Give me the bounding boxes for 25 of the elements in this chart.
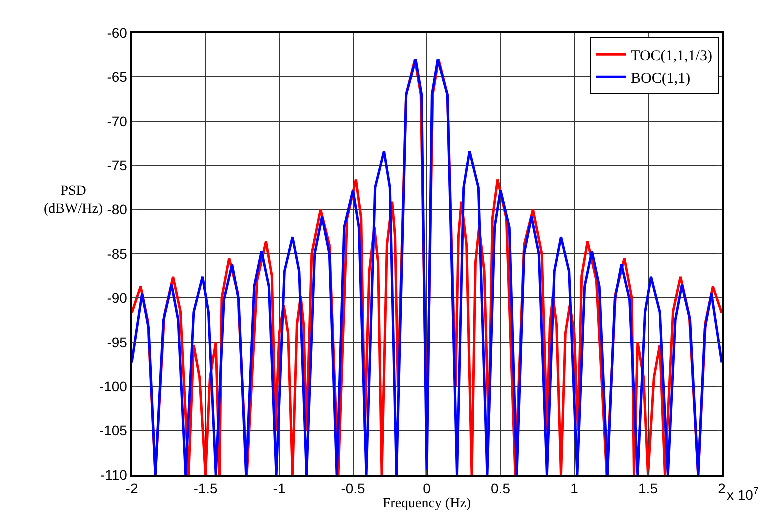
y-tick-label: -105 xyxy=(99,422,128,439)
x-tick-label: 1 xyxy=(570,480,579,497)
x-tick-label: -1.5 xyxy=(194,480,218,497)
x-axis-title: Frequency (Hz) xyxy=(382,496,472,512)
y-tick-label: -70 xyxy=(107,113,128,130)
x-tick-label: -1 xyxy=(273,480,286,497)
x-tick-label: 1.5 xyxy=(638,480,658,497)
x-tick-label: 0 xyxy=(423,480,432,497)
y-tick-label: -95 xyxy=(107,334,128,350)
x-tick-label: -2 xyxy=(126,480,138,497)
y-axis-title: PSD (dBW/Hz) xyxy=(44,184,104,218)
y-tick-label: -110 xyxy=(100,466,128,483)
text: x 10$^{7}$ xyxy=(727,486,759,503)
y-tick-label: -80 xyxy=(107,202,128,218)
legend-label: TOC(1,1,1/3) xyxy=(631,48,712,65)
x-tick-label: -0.5 xyxy=(341,480,366,497)
x-tick-label: 0.5 xyxy=(491,480,511,497)
legend-label: BOC(1,1) xyxy=(631,71,691,88)
y-tick-label: -65 xyxy=(107,69,128,86)
y-tick-label: -75 xyxy=(107,158,128,174)
y-tick-label: -85 xyxy=(107,246,128,262)
y-tick-label: -90 xyxy=(107,290,128,306)
y-tick-label: -100 xyxy=(99,378,128,394)
y-tick-label: -60 xyxy=(107,24,128,41)
x-tick-label: 2 xyxy=(718,480,726,497)
